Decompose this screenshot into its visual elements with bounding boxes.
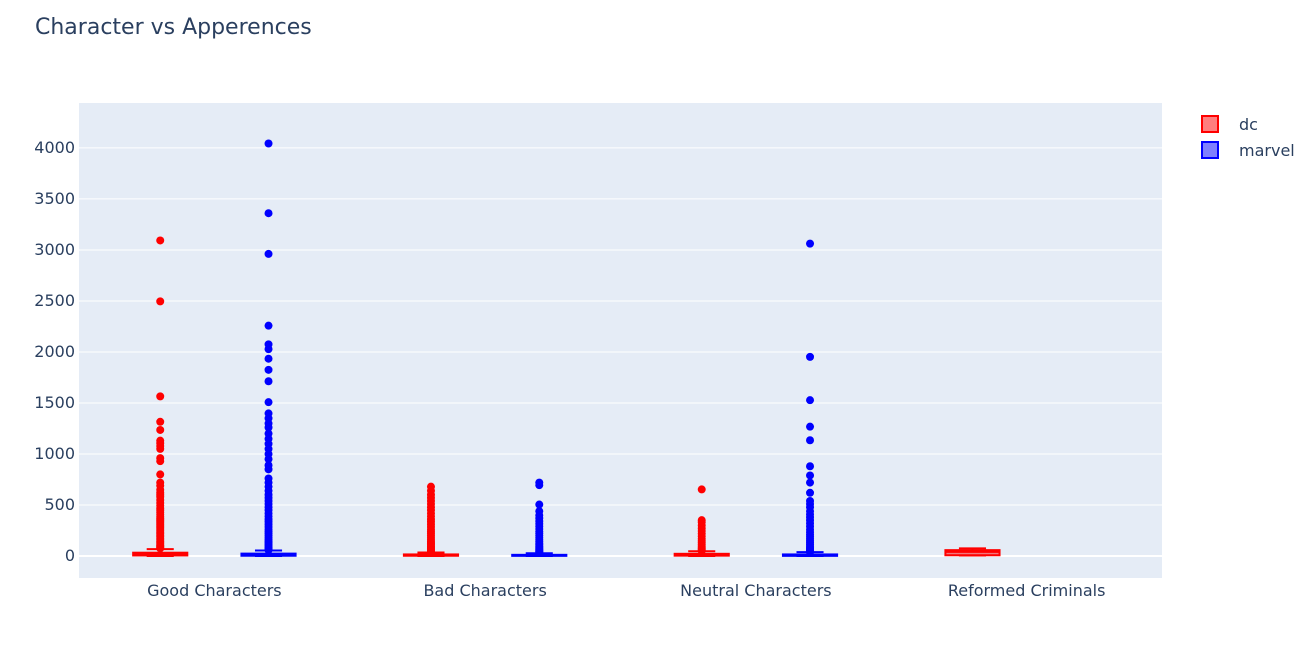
y-tick-label: 1500 [34, 393, 75, 412]
box-traces [132, 139, 1001, 557]
outlier-point [697, 546, 706, 555]
outlier-point [264, 354, 273, 363]
chart-title: Character vs Apperences [35, 15, 312, 40]
outlier-point [264, 546, 273, 555]
outlier-point [806, 462, 815, 471]
outlier-point [535, 500, 544, 509]
outlier-point [264, 377, 273, 386]
y-tick-label: 4000 [34, 138, 75, 157]
outlier-point [806, 547, 815, 556]
outlier-point [535, 548, 544, 557]
outlier-point [535, 481, 544, 490]
legend-label: marvel [1239, 141, 1295, 160]
outlier-point [156, 297, 165, 306]
outlier-point [156, 457, 165, 466]
series-dc [132, 236, 1001, 557]
y-tick-label: 2500 [34, 291, 75, 310]
legend-swatch [1201, 141, 1219, 159]
outlier-point [264, 249, 273, 258]
outlier-point [806, 422, 815, 431]
y-tick-label: 500 [44, 495, 75, 514]
outlier-point [264, 209, 273, 218]
legend[interactable]: dc marvel [1201, 115, 1295, 160]
legend-label: dc [1239, 115, 1258, 134]
outlier-point [264, 423, 273, 432]
x-axis-tick-labels: Good Characters Bad Characters Neutral Cha… [147, 581, 1105, 600]
x-tick-label: Reformed Criminals [948, 581, 1106, 600]
series-marvel [240, 139, 839, 557]
outlier-point [156, 470, 165, 479]
outlier-point [264, 398, 273, 407]
legend-item-dc[interactable]: dc [1201, 115, 1258, 134]
outlier-point [806, 478, 815, 487]
outlier-point [156, 417, 165, 426]
outlier-point [806, 488, 815, 497]
outlier-point [806, 471, 815, 480]
outlier-point [264, 365, 273, 374]
outlier-point [806, 436, 815, 445]
x-tick-label: Neutral Characters [680, 581, 831, 600]
outlier-point [806, 239, 815, 248]
outlier-point [156, 544, 165, 553]
outlier-point [806, 396, 815, 405]
outlier-point [156, 392, 165, 401]
y-tick-label: 0 [65, 546, 75, 565]
plot-background [79, 103, 1162, 578]
y-axis-tick-labels: 0 500 1000 1500 2000 2500 3000 3500 4000 [34, 138, 75, 565]
outlier-point [264, 321, 273, 330]
outlier-point [156, 425, 165, 434]
y-tick-label: 2000 [34, 342, 75, 361]
outlier-point [264, 345, 273, 354]
outlier-point [426, 548, 435, 557]
y-tick-label: 3500 [34, 189, 75, 208]
outlier-point [264, 139, 273, 148]
y-tick-label: 3000 [34, 240, 75, 259]
y-tick-label: 1000 [34, 444, 75, 463]
legend-swatch [1201, 115, 1219, 133]
outlier-point [264, 455, 273, 464]
outlier-point [156, 236, 165, 245]
outlier-point [156, 444, 165, 453]
outlier-point [264, 465, 273, 474]
x-tick-label: Bad Characters [423, 581, 546, 600]
x-tick-label: Good Characters [147, 581, 282, 600]
legend-item-marvel[interactable]: marvel [1201, 141, 1295, 160]
outlier-point [697, 485, 706, 494]
outlier-point [806, 352, 815, 361]
